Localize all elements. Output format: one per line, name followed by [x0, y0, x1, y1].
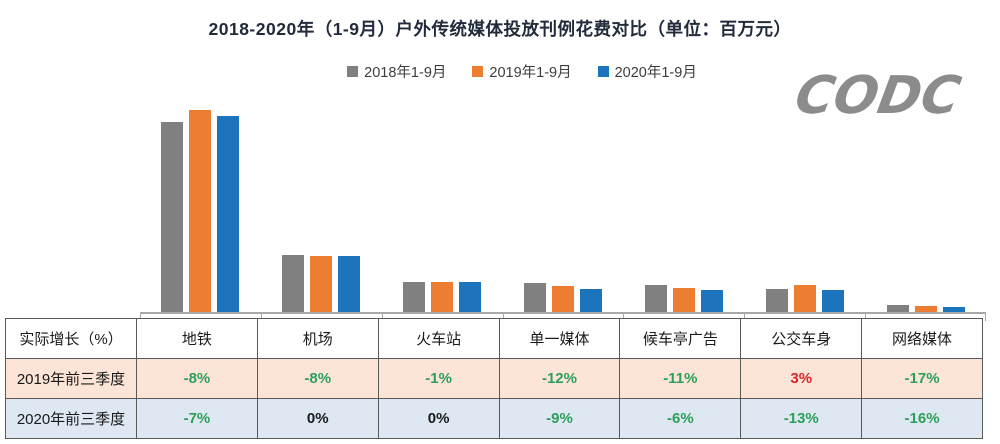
table-header-cell: 网络媒体 [862, 319, 983, 359]
legend-item: 2020年1-9月 [597, 61, 697, 82]
chart-title: 2018-2020年（1-9月）户外传统媒体投放刊例花费对比（单位：百万元） [208, 19, 792, 39]
growth-value-cell: -17% [862, 359, 983, 399]
chart-legend: 2018年1-9月 2019年1-9月 2020年1-9月 [22, 61, 1000, 82]
growth-value-cell: -1% [378, 359, 500, 399]
chart-bar [672, 288, 695, 312]
chart-bar [403, 281, 426, 312]
chart-bar [459, 281, 482, 312]
growth-value-cell: -11% [620, 359, 742, 399]
category-slot-3 [381, 92, 503, 321]
growth-value-cell: -13% [741, 399, 863, 439]
table-row-label: 2020年前三季度 [6, 399, 137, 439]
chart-bar [914, 305, 937, 312]
growth-value-cell: 0% [257, 399, 379, 439]
chart-bar [793, 284, 816, 312]
growth-value-cell: -7% [137, 399, 258, 439]
table-header-cell: 候车亭广告 [620, 319, 742, 359]
table-header-cell: 公交车身 [741, 319, 863, 359]
chart-bar [282, 255, 305, 312]
legend-label: 2019年1-9月 [489, 65, 572, 81]
legend-item: 2019年1-9月 [472, 61, 572, 82]
table-header-cell: 机场 [257, 319, 379, 359]
growth-value-cell: -12% [499, 359, 621, 399]
growth-value-cell: -8% [257, 359, 379, 399]
chart-bar [431, 281, 454, 312]
chart-bar [310, 256, 333, 312]
chart-bar [765, 289, 788, 312]
chart-bar [161, 122, 184, 312]
table-row-label: 2019年前三季度 [6, 359, 137, 399]
chart-bar [644, 284, 667, 312]
chart-bar [821, 290, 844, 312]
chart-bar [338, 256, 361, 312]
table-header-cell: 火车站 [378, 319, 500, 359]
table-header-label: 实际增长（%） [6, 319, 137, 359]
category-slot-2 [260, 92, 382, 321]
legend-color-swatch [472, 66, 484, 77]
table-header-cell: 地铁 [137, 319, 258, 359]
legend-label: 2020年1-9月 [614, 65, 697, 81]
legend-color-swatch [347, 66, 359, 77]
chart-bar [942, 306, 965, 312]
chart-bar [524, 282, 546, 312]
chart-bar [189, 110, 212, 312]
chart-bar [700, 290, 723, 312]
category-slot-5 [623, 92, 744, 321]
legend-label: 2018年1-9月 [364, 65, 447, 81]
category-slot-4 [502, 92, 624, 321]
category-slot-1 [140, 92, 261, 321]
growth-value-cell: -16% [862, 399, 983, 439]
legend-color-swatch [597, 66, 609, 77]
growth-value-cell: 0% [378, 399, 500, 439]
growth-value-cell: 3% [741, 359, 863, 399]
growth-table: 实际增长（%） 地铁 机场 火车站 单一媒体 候车亭广告 公交车身 网络媒体 2019年前三季度… [5, 318, 983, 439]
chart-bar [886, 304, 909, 312]
chart-bar [217, 116, 240, 312]
growth-value-cell: -6% [620, 399, 742, 439]
chart-bar [552, 285, 574, 312]
growth-value-cell: -9% [499, 399, 621, 439]
table-header-cell: 单一媒体 [499, 319, 621, 359]
category-slot-7 [865, 92, 986, 321]
growth-value-cell: -8% [137, 359, 258, 399]
legend-item: 2018年1-9月 [347, 61, 446, 82]
category-slot-6 [744, 92, 865, 321]
bar-chart-plot-area [140, 92, 986, 321]
chart-bar [580, 289, 602, 312]
